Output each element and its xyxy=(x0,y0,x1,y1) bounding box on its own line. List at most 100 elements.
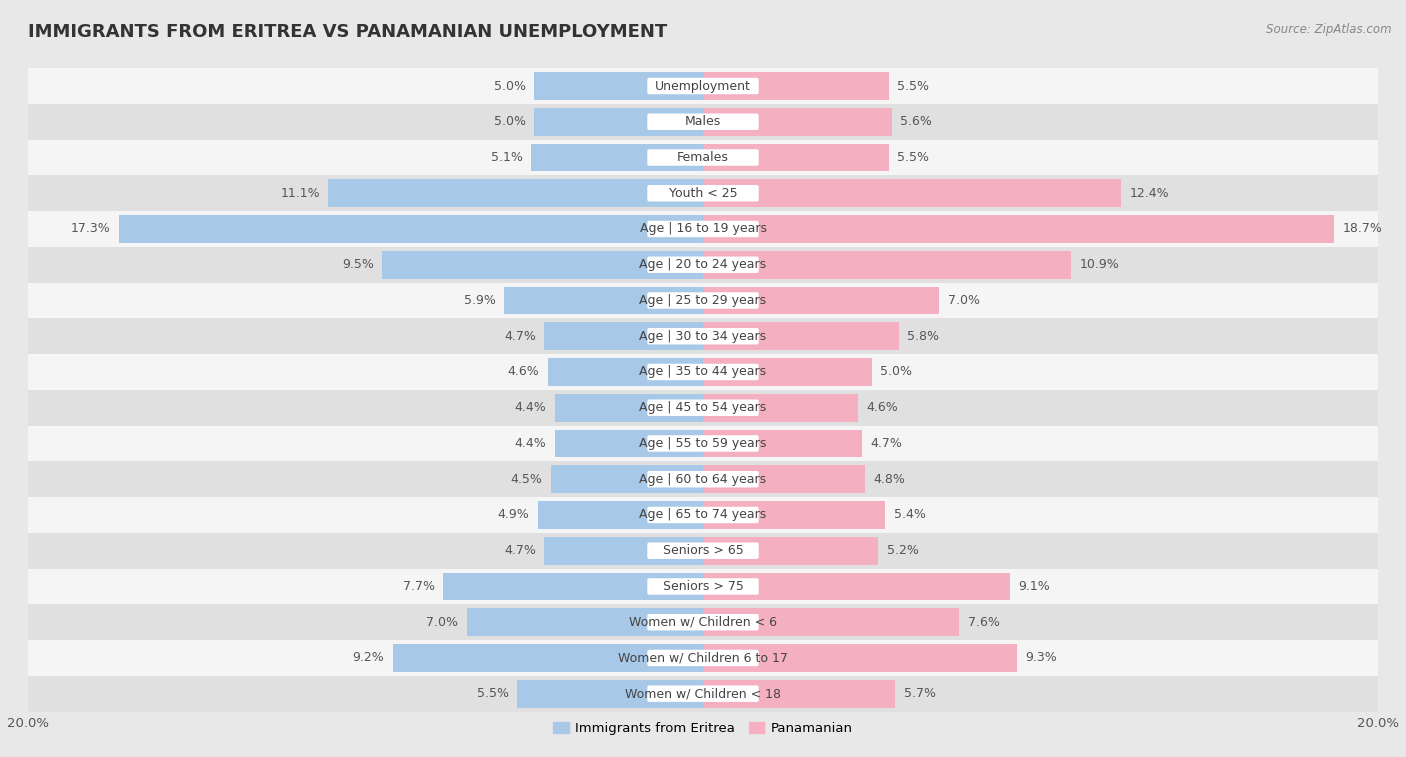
Text: 4.4%: 4.4% xyxy=(515,437,546,450)
Bar xyxy=(531,144,703,171)
Text: 9.1%: 9.1% xyxy=(1018,580,1050,593)
Bar xyxy=(28,282,1378,319)
Text: Women w/ Children < 18: Women w/ Children < 18 xyxy=(626,687,780,700)
Text: 10.9%: 10.9% xyxy=(1080,258,1119,271)
Text: 11.1%: 11.1% xyxy=(280,187,321,200)
Bar xyxy=(28,497,1378,533)
Text: 5.8%: 5.8% xyxy=(907,330,939,343)
Text: Females: Females xyxy=(678,151,728,164)
FancyBboxPatch shape xyxy=(647,185,759,201)
Bar xyxy=(554,429,703,457)
Bar xyxy=(28,676,1378,712)
Bar xyxy=(329,179,703,207)
Bar xyxy=(392,644,703,672)
Text: 5.1%: 5.1% xyxy=(491,151,523,164)
Text: 17.3%: 17.3% xyxy=(72,223,111,235)
Bar xyxy=(703,72,889,100)
Bar xyxy=(554,394,703,422)
Text: 4.5%: 4.5% xyxy=(510,472,543,486)
FancyBboxPatch shape xyxy=(647,543,759,559)
Bar xyxy=(703,287,939,314)
Text: Unemployment: Unemployment xyxy=(655,79,751,92)
Bar xyxy=(544,322,703,350)
Bar xyxy=(703,179,1122,207)
Bar xyxy=(28,176,1378,211)
FancyBboxPatch shape xyxy=(647,114,759,130)
FancyBboxPatch shape xyxy=(647,400,759,416)
Bar xyxy=(28,319,1378,354)
FancyBboxPatch shape xyxy=(647,686,759,702)
Bar xyxy=(703,429,862,457)
Bar xyxy=(28,139,1378,176)
Legend: Immigrants from Eritrea, Panamanian: Immigrants from Eritrea, Panamanian xyxy=(548,717,858,740)
Text: 4.6%: 4.6% xyxy=(866,401,898,414)
Text: Age | 35 to 44 years: Age | 35 to 44 years xyxy=(640,366,766,378)
Bar xyxy=(534,72,703,100)
Bar xyxy=(382,251,703,279)
Bar xyxy=(28,425,1378,461)
Text: 5.5%: 5.5% xyxy=(897,151,929,164)
Bar xyxy=(544,537,703,565)
Bar xyxy=(28,354,1378,390)
Bar xyxy=(703,680,896,708)
Text: 9.3%: 9.3% xyxy=(1025,652,1057,665)
Text: 12.4%: 12.4% xyxy=(1130,187,1170,200)
FancyBboxPatch shape xyxy=(647,78,759,94)
Bar xyxy=(534,107,703,136)
Bar xyxy=(703,358,872,386)
Text: Age | 60 to 64 years: Age | 60 to 64 years xyxy=(640,472,766,486)
Text: Age | 45 to 54 years: Age | 45 to 54 years xyxy=(640,401,766,414)
Bar xyxy=(517,680,703,708)
Bar xyxy=(548,358,703,386)
Bar xyxy=(703,251,1071,279)
Bar xyxy=(703,537,879,565)
FancyBboxPatch shape xyxy=(647,471,759,488)
Bar xyxy=(28,533,1378,569)
Text: Women w/ Children 6 to 17: Women w/ Children 6 to 17 xyxy=(619,652,787,665)
Bar xyxy=(703,144,889,171)
Text: 5.0%: 5.0% xyxy=(494,79,526,92)
Text: Age | 16 to 19 years: Age | 16 to 19 years xyxy=(640,223,766,235)
Text: 7.0%: 7.0% xyxy=(948,294,980,307)
Bar xyxy=(28,604,1378,640)
Bar xyxy=(28,640,1378,676)
Text: 4.7%: 4.7% xyxy=(505,544,536,557)
Text: 9.2%: 9.2% xyxy=(353,652,384,665)
Bar xyxy=(703,215,1334,243)
Text: 5.0%: 5.0% xyxy=(494,115,526,128)
Text: Age | 65 to 74 years: Age | 65 to 74 years xyxy=(640,509,766,522)
FancyBboxPatch shape xyxy=(647,221,759,237)
FancyBboxPatch shape xyxy=(647,578,759,595)
Bar xyxy=(703,322,898,350)
Text: 5.0%: 5.0% xyxy=(880,366,912,378)
Text: 4.7%: 4.7% xyxy=(505,330,536,343)
Bar xyxy=(467,609,703,636)
Bar xyxy=(551,466,703,493)
Text: Source: ZipAtlas.com: Source: ZipAtlas.com xyxy=(1267,23,1392,36)
Bar xyxy=(703,609,959,636)
Text: 5.9%: 5.9% xyxy=(464,294,495,307)
Text: 7.7%: 7.7% xyxy=(402,580,434,593)
Text: 5.7%: 5.7% xyxy=(904,687,936,700)
Bar xyxy=(537,501,703,529)
Bar xyxy=(703,466,865,493)
Text: Age | 30 to 34 years: Age | 30 to 34 years xyxy=(640,330,766,343)
FancyBboxPatch shape xyxy=(647,506,759,523)
Text: 4.8%: 4.8% xyxy=(873,472,905,486)
Bar xyxy=(703,107,891,136)
FancyBboxPatch shape xyxy=(647,292,759,309)
Text: Age | 20 to 24 years: Age | 20 to 24 years xyxy=(640,258,766,271)
Bar xyxy=(28,390,1378,425)
Text: 7.0%: 7.0% xyxy=(426,615,458,629)
Text: Youth < 25: Youth < 25 xyxy=(669,187,737,200)
Text: 5.2%: 5.2% xyxy=(887,544,918,557)
Text: 4.9%: 4.9% xyxy=(498,509,529,522)
Bar xyxy=(28,68,1378,104)
Bar xyxy=(703,572,1010,600)
Bar xyxy=(443,572,703,600)
Text: Seniors > 65: Seniors > 65 xyxy=(662,544,744,557)
Bar xyxy=(120,215,703,243)
FancyBboxPatch shape xyxy=(647,435,759,452)
Bar xyxy=(28,461,1378,497)
Bar xyxy=(703,501,886,529)
